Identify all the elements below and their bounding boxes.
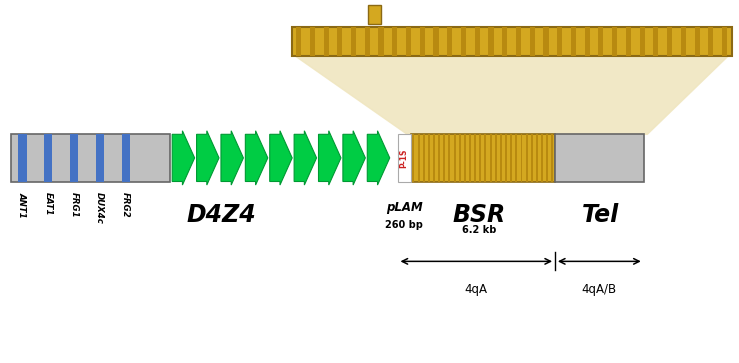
- FancyArrow shape: [221, 131, 243, 185]
- Bar: [474, 27, 480, 56]
- FancyArrow shape: [245, 131, 268, 185]
- Text: 6.2 kb: 6.2 kb: [462, 225, 496, 235]
- Bar: [438, 134, 440, 182]
- Bar: [543, 27, 548, 56]
- FancyArrow shape: [343, 131, 365, 185]
- FancyArrow shape: [294, 131, 316, 185]
- FancyArrow shape: [270, 131, 292, 185]
- Bar: [411, 134, 555, 182]
- Bar: [324, 27, 329, 56]
- Bar: [681, 27, 686, 56]
- Bar: [449, 134, 450, 182]
- Bar: [530, 27, 535, 56]
- Bar: [292, 27, 732, 56]
- Bar: [599, 27, 604, 56]
- Text: Tel: Tel: [582, 203, 619, 227]
- Text: FRG2: FRG2: [121, 192, 130, 218]
- Bar: [18, 134, 27, 182]
- Bar: [11, 134, 170, 182]
- Bar: [510, 134, 512, 182]
- Text: BSR: BSR: [452, 203, 505, 227]
- Bar: [96, 134, 104, 182]
- Bar: [531, 134, 533, 182]
- Bar: [296, 27, 302, 56]
- Bar: [420, 27, 425, 56]
- FancyArrow shape: [367, 131, 389, 185]
- Bar: [433, 134, 435, 182]
- Bar: [406, 27, 411, 56]
- Bar: [505, 134, 507, 182]
- Bar: [70, 134, 78, 182]
- Bar: [536, 134, 538, 182]
- Bar: [488, 27, 494, 56]
- Bar: [122, 134, 130, 182]
- Bar: [557, 27, 562, 56]
- Text: 260 bp: 260 bp: [385, 220, 423, 230]
- Text: DUX4c: DUX4c: [95, 192, 104, 224]
- Text: P-1S: P-1S: [400, 148, 409, 168]
- Polygon shape: [296, 56, 728, 134]
- Bar: [502, 27, 507, 56]
- Text: 4qA/B: 4qA/B: [582, 283, 617, 296]
- Bar: [412, 134, 415, 182]
- Bar: [392, 27, 398, 56]
- Bar: [708, 27, 713, 56]
- Bar: [639, 27, 644, 56]
- Bar: [490, 134, 491, 182]
- Bar: [555, 134, 644, 182]
- Bar: [495, 134, 497, 182]
- FancyArrow shape: [319, 131, 341, 185]
- Bar: [428, 134, 430, 182]
- Text: D4Z4: D4Z4: [187, 203, 256, 227]
- Bar: [464, 134, 466, 182]
- Text: FRG1: FRG1: [69, 192, 78, 218]
- FancyArrow shape: [172, 131, 194, 185]
- Bar: [454, 134, 455, 182]
- Bar: [525, 134, 528, 182]
- Bar: [368, 5, 381, 24]
- Bar: [480, 134, 481, 182]
- FancyArrow shape: [197, 131, 219, 185]
- Bar: [447, 27, 452, 56]
- Bar: [443, 134, 445, 182]
- Bar: [500, 134, 502, 182]
- Bar: [541, 134, 543, 182]
- Bar: [626, 27, 631, 56]
- Bar: [44, 134, 52, 182]
- Bar: [418, 134, 420, 182]
- Bar: [551, 134, 554, 182]
- Bar: [459, 134, 460, 182]
- Bar: [461, 27, 466, 56]
- Bar: [310, 27, 315, 56]
- Bar: [485, 134, 486, 182]
- Bar: [667, 27, 672, 56]
- Bar: [337, 27, 342, 56]
- Bar: [653, 27, 658, 56]
- Bar: [515, 134, 517, 182]
- Bar: [612, 27, 617, 56]
- Bar: [520, 134, 522, 182]
- Bar: [351, 27, 356, 56]
- Bar: [695, 27, 700, 56]
- Bar: [516, 27, 521, 56]
- Bar: [474, 134, 476, 182]
- Bar: [722, 27, 727, 56]
- Text: 4qA: 4qA: [464, 283, 488, 296]
- Text: EAT1: EAT1: [44, 192, 52, 216]
- Bar: [434, 27, 438, 56]
- Bar: [571, 27, 576, 56]
- Bar: [546, 134, 548, 182]
- Bar: [365, 27, 370, 56]
- Text: ANT1: ANT1: [18, 192, 27, 218]
- Text: pLAM: pLAM: [386, 201, 423, 215]
- Bar: [469, 134, 471, 182]
- Bar: [585, 27, 590, 56]
- Bar: [423, 134, 425, 182]
- Bar: [378, 27, 384, 56]
- Bar: [398, 134, 411, 182]
